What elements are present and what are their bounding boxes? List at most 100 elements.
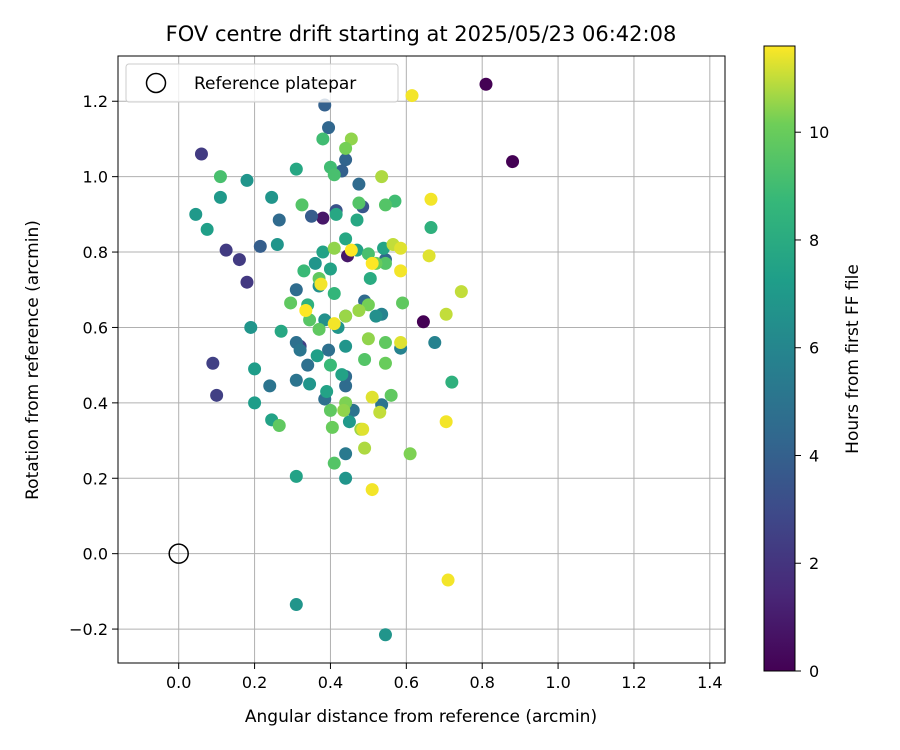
data-point [200, 222, 214, 236]
data-point [316, 245, 330, 259]
legend-marker-reference [145, 72, 167, 94]
data-point [454, 285, 468, 299]
data-point [194, 147, 208, 161]
legend-label-reference: Reference platepar [194, 74, 356, 94]
data-point [439, 307, 453, 321]
data-point [240, 173, 254, 187]
colorbar-tick-label: 2 [809, 554, 819, 573]
data-point [301, 358, 315, 372]
colorbar-tick-label: 8 [809, 231, 819, 250]
data-point [240, 275, 254, 289]
data-point [352, 196, 366, 210]
y-tick-label: 0.6 [83, 318, 108, 337]
x-tick-label: 1.4 [697, 673, 722, 692]
data-point [394, 336, 408, 350]
data-point [384, 388, 398, 402]
data-point [189, 207, 203, 221]
axis-ticks: 0.0 0.2 0.4 0.6 0.8 1.0 1.2 1.4 −0.2 0.0 0.2 0.4 0.6… [69, 92, 722, 692]
data-point [365, 390, 379, 404]
data-point [289, 469, 303, 483]
chart-title: FOV centre drift starting at 2025/05/23 … [166, 22, 677, 46]
data-point [378, 628, 392, 642]
colorbar-tick-label: 0 [809, 662, 819, 681]
data-point [405, 89, 419, 103]
data-point [339, 309, 353, 323]
y-tick-label: 1.2 [83, 92, 108, 111]
data-point [297, 264, 311, 278]
y-tick-label: 0.8 [83, 243, 108, 262]
data-point [365, 483, 379, 497]
data-point [339, 471, 353, 485]
legend-box [125, 63, 399, 103]
data-point [322, 343, 336, 357]
data-point [323, 403, 337, 417]
data-point [322, 121, 336, 135]
data-point [339, 232, 353, 246]
data-point [325, 420, 339, 434]
data-point [316, 132, 330, 146]
y-tick-label: −0.2 [69, 620, 108, 639]
x-tick-label: 0.4 [318, 673, 343, 692]
data-point [378, 336, 392, 350]
data-point [375, 170, 389, 184]
data-point [299, 303, 313, 317]
y-tick-label: 0.4 [83, 394, 108, 413]
x-tick-label: 1.0 [545, 673, 570, 692]
colorbar-tick-label: 6 [809, 339, 819, 358]
data-point [394, 264, 408, 278]
data-point [506, 155, 520, 169]
data-point [329, 207, 343, 221]
x-tick-label: 0.8 [469, 673, 494, 692]
data-point [358, 353, 372, 366]
data-point [396, 296, 410, 310]
x-tick-label: 0.6 [394, 673, 419, 692]
data-point [213, 190, 227, 204]
data-point [310, 349, 324, 363]
data-point [265, 190, 279, 204]
data-point [378, 198, 392, 212]
reference-marker [168, 543, 189, 564]
data-point [219, 243, 233, 257]
data-point [206, 356, 220, 370]
data-point [373, 405, 387, 419]
reference-point [168, 543, 189, 564]
data-point [304, 209, 318, 223]
data-point [339, 153, 353, 167]
data-point [303, 377, 317, 391]
y-tick-label: 0.2 [83, 469, 108, 488]
data-point [289, 162, 303, 176]
data-point [289, 283, 303, 297]
data-point [339, 379, 353, 393]
data-point [424, 192, 438, 206]
colorbar-tick-label: 10 [809, 123, 829, 142]
data-point [244, 320, 258, 334]
data-point [335, 368, 349, 382]
data-point [394, 241, 408, 255]
data-point [428, 336, 442, 350]
data-point [344, 243, 358, 257]
data-point [445, 375, 459, 389]
plot-frame [117, 55, 726, 664]
data-point [378, 356, 392, 370]
data-point [253, 239, 267, 253]
data-point [361, 298, 375, 312]
data-point [365, 256, 379, 270]
colorbar-tick-label: 4 [809, 446, 819, 465]
legend: Reference platepar [125, 63, 399, 103]
data-point [323, 262, 337, 276]
grid-lines [118, 56, 725, 663]
data-point [439, 415, 453, 429]
data-point [339, 339, 353, 353]
data-point [272, 213, 286, 227]
data-point [232, 253, 246, 267]
data-point [342, 415, 356, 429]
data-point [363, 271, 377, 285]
data-point [274, 324, 288, 338]
data-point [327, 317, 341, 331]
data-point [272, 418, 286, 432]
data-point [339, 141, 353, 155]
x-tick-label: 1.2 [621, 673, 646, 692]
data-point [339, 447, 353, 461]
data-point [270, 238, 284, 252]
